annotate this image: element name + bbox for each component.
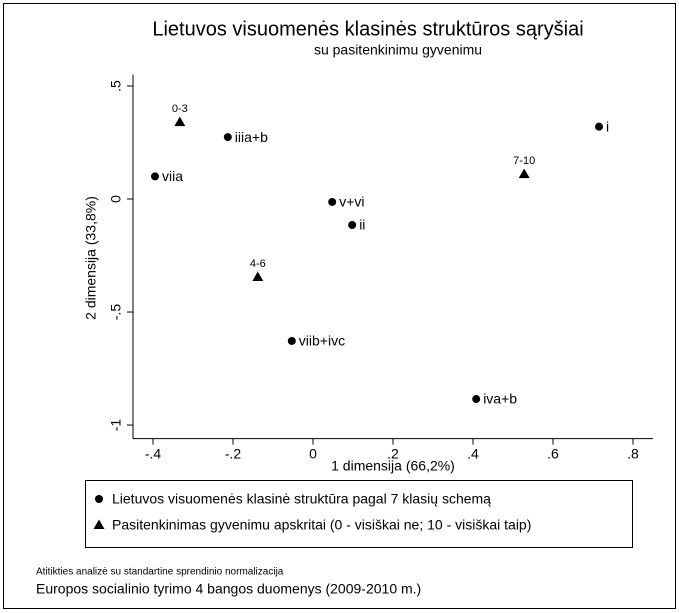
point (348, 221, 357, 230)
point (151, 172, 159, 181)
point-label: viib+ivc (299, 333, 345, 349)
legend-marker (93, 519, 105, 529)
y-tick-label: -1 (108, 419, 124, 432)
point (518, 168, 530, 179)
x-tick-label: .8 (627, 445, 639, 461)
chart-subtitle: su pasitenkinimu gyvenimu (314, 42, 482, 58)
legend-label: Pasitenkinimas gyvenimu apskritai (0 - v… (112, 517, 531, 533)
y-tick-label: -.5 (108, 304, 124, 321)
point (328, 197, 337, 206)
x-axis-title: 1 dimensija (66,2%) (331, 458, 455, 474)
point (174, 116, 186, 127)
point (287, 336, 296, 345)
point-label: 4-6 (250, 258, 266, 270)
x-tick-label: 0 (309, 445, 317, 461)
point-label: 7-10 (513, 155, 535, 167)
point (595, 122, 603, 131)
point (472, 395, 481, 404)
y-tick-label: .5 (108, 80, 124, 92)
point (252, 271, 264, 281)
note: Europos socialinio tyrimo 4 bangos duome… (36, 581, 421, 597)
x-tick-label: .4 (467, 445, 479, 461)
note: Atitikties analizė su standartine sprend… (36, 567, 284, 578)
point-label: v+vi (339, 194, 364, 210)
legend-marker (95, 495, 103, 503)
legend-box (85, 480, 633, 548)
point-label: viia (162, 168, 183, 184)
x-tick-label: .6 (547, 445, 559, 461)
outer-frame (3, 3, 676, 609)
x-tick-label: -.4 (145, 445, 162, 461)
chart-title: Lietuvos visuomenės klasinės struktūros … (152, 18, 583, 40)
y-axis-title: 2 dimensija (33,8%) (83, 196, 99, 320)
legend-label: Lietuvos visuomenės klasinė struktūra pa… (112, 491, 491, 507)
point-label: 0-3 (172, 103, 188, 115)
point-label: ii (359, 217, 365, 233)
point-label: iiia+b (235, 129, 268, 145)
point-label: i (606, 118, 609, 134)
point (223, 133, 232, 142)
x-tick-label: -.2 (225, 445, 242, 461)
x-tick-label: .2 (387, 445, 399, 461)
point-label: iva+b (483, 391, 517, 407)
y-tick-label: 0 (108, 195, 124, 203)
